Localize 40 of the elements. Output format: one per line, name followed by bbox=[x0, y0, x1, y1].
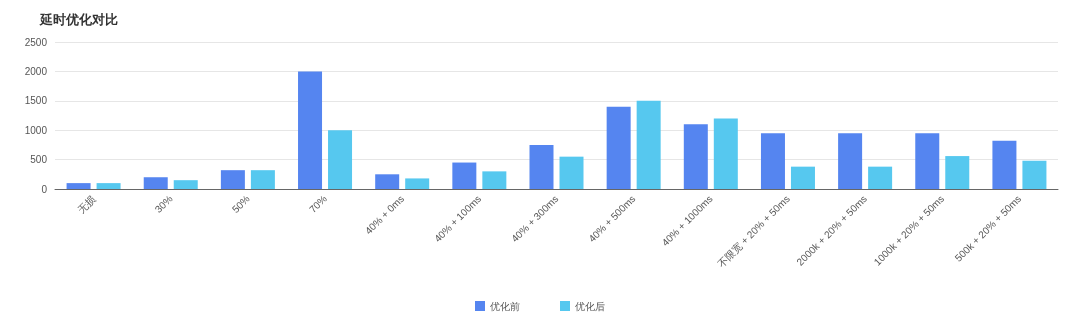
bar bbox=[945, 156, 970, 189]
bar bbox=[636, 100, 661, 189]
bar bbox=[790, 166, 815, 189]
x-tick-label: 无损 bbox=[75, 193, 98, 216]
chart-title: 延时优化对比 bbox=[39, 12, 118, 27]
x-tick-label: 30% bbox=[152, 193, 175, 216]
bar bbox=[606, 106, 631, 189]
bar bbox=[713, 118, 738, 189]
bar bbox=[868, 166, 893, 189]
bar bbox=[760, 133, 785, 189]
bar bbox=[683, 124, 708, 189]
bar bbox=[452, 162, 477, 189]
y-tick-label: 0 bbox=[41, 183, 48, 195]
bar bbox=[96, 183, 121, 189]
legend-label: 优化后 bbox=[575, 300, 605, 312]
bar bbox=[1022, 160, 1047, 189]
x-tick-label: 50% bbox=[229, 193, 252, 216]
bar bbox=[559, 156, 584, 189]
bar bbox=[482, 171, 507, 189]
bar bbox=[298, 71, 323, 189]
y-tick-label: 2500 bbox=[24, 36, 48, 48]
y-tick-label: 500 bbox=[30, 154, 48, 166]
bar bbox=[220, 170, 245, 189]
bar bbox=[838, 133, 863, 189]
legend-label: 优化前 bbox=[490, 300, 520, 312]
x-tick-label: 70% bbox=[307, 193, 330, 216]
bar bbox=[375, 174, 400, 189]
bar bbox=[250, 170, 275, 189]
bar bbox=[328, 130, 353, 189]
y-tick-label: 2000 bbox=[24, 65, 48, 77]
bar bbox=[173, 180, 198, 189]
y-tick-label: 1000 bbox=[24, 124, 48, 136]
bar bbox=[143, 177, 168, 189]
x-tick-label: 40% + 0ms bbox=[362, 193, 407, 237]
bar bbox=[405, 178, 430, 189]
bar bbox=[66, 183, 91, 189]
bar bbox=[992, 140, 1017, 189]
bar bbox=[915, 133, 940, 189]
y-tick-label: 1500 bbox=[24, 95, 48, 107]
bar bbox=[529, 144, 554, 189]
